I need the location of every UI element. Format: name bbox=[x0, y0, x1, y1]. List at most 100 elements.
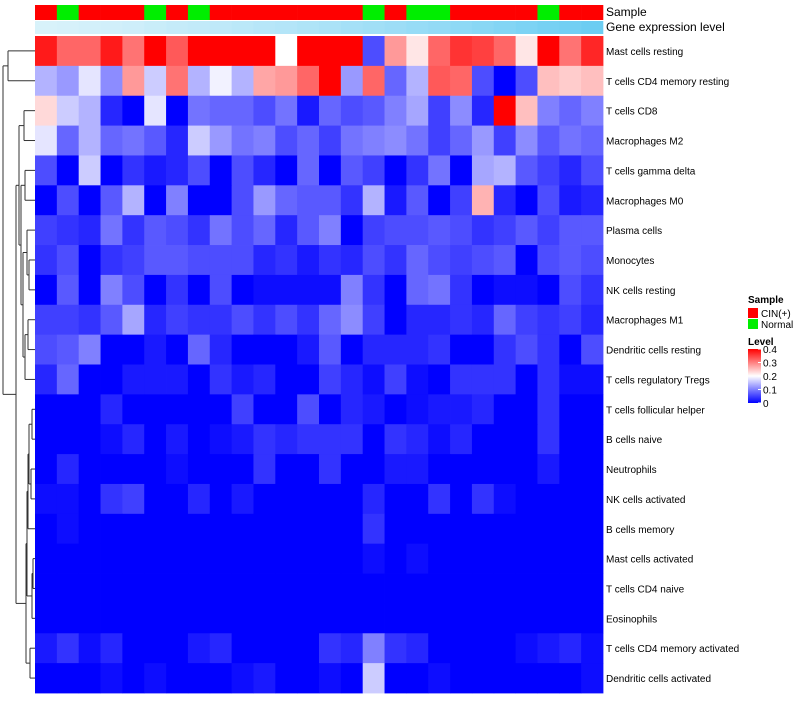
row-label: NK cells activated bbox=[606, 495, 685, 506]
heatmap-cell bbox=[493, 603, 517, 634]
heatmap-cell bbox=[515, 65, 538, 97]
heatmap-cell bbox=[559, 543, 582, 574]
heatmap-cell bbox=[187, 36, 211, 67]
heatmap-cell bbox=[56, 633, 80, 664]
legend-level-title: Level bbox=[748, 337, 774, 348]
heatmap-cell bbox=[275, 573, 298, 604]
sample-annotation-cell bbox=[231, 5, 254, 20]
heatmap-cell bbox=[56, 274, 80, 306]
heatmap-cell bbox=[253, 274, 276, 306]
heatmap-cell bbox=[384, 245, 407, 276]
heatmap-cell bbox=[340, 424, 364, 455]
heatmap-cell bbox=[319, 663, 342, 694]
heatmap-cell bbox=[187, 334, 211, 365]
row-label: NK cells resting bbox=[606, 286, 675, 297]
heatmap-cell bbox=[231, 125, 254, 156]
expression-annotation-cell bbox=[515, 21, 538, 34]
heatmap-cell bbox=[362, 274, 385, 306]
heatmap-cell bbox=[187, 663, 211, 694]
heatmap-cell bbox=[471, 274, 495, 306]
heatmap-cell bbox=[209, 364, 233, 395]
sample-annotation-cell bbox=[340, 5, 363, 20]
heatmap-cell bbox=[35, 245, 58, 276]
expression-annotation-cell bbox=[56, 21, 79, 34]
heatmap-cell bbox=[144, 513, 167, 545]
heatmap-cell bbox=[253, 454, 276, 485]
heatmap-cell bbox=[537, 334, 560, 365]
heatmap-cell bbox=[319, 543, 342, 574]
heatmap-cell bbox=[166, 394, 189, 425]
heatmap-cell bbox=[56, 155, 80, 186]
expression-annotation-cell bbox=[471, 21, 495, 34]
heatmap-cell bbox=[428, 65, 451, 97]
heatmap-cell bbox=[253, 245, 276, 276]
heatmap-cell bbox=[253, 424, 276, 455]
heatmap-cell bbox=[362, 603, 385, 634]
heatmap-cell bbox=[559, 185, 582, 216]
heatmap-cell bbox=[122, 394, 145, 425]
heatmap-cell bbox=[319, 633, 342, 664]
heatmap-cell bbox=[122, 95, 145, 126]
legend-sample-label: CIN(+) bbox=[761, 309, 791, 320]
heatmap-cell bbox=[559, 245, 582, 276]
heatmap-cells bbox=[35, 36, 604, 694]
heatmap-cell bbox=[340, 245, 364, 276]
heatmap-cell bbox=[406, 573, 429, 604]
heatmap-cell bbox=[100, 274, 123, 306]
heatmap-cell bbox=[319, 185, 342, 216]
heatmap-cell bbox=[450, 334, 473, 365]
heatmap-cell bbox=[471, 424, 495, 455]
sample-annotation-cell bbox=[319, 5, 342, 20]
heatmap-cell bbox=[297, 65, 320, 97]
heatmap-cell bbox=[78, 274, 101, 306]
heatmap-cell bbox=[493, 513, 517, 545]
heatmap-cell bbox=[56, 65, 80, 97]
expression-annotation-cell bbox=[209, 21, 232, 34]
heatmap-cell bbox=[406, 245, 429, 276]
heatmap-cell bbox=[253, 663, 276, 694]
heatmap-cell bbox=[144, 394, 167, 425]
heatmap-cell bbox=[559, 573, 582, 604]
heatmap-cell bbox=[493, 215, 517, 246]
heatmap-cell bbox=[144, 543, 167, 574]
heatmap-cell bbox=[122, 274, 145, 306]
heatmap-cell bbox=[559, 424, 582, 455]
row-label: Monocytes bbox=[606, 256, 654, 267]
heatmap-cell bbox=[166, 424, 189, 455]
heatmap-cell bbox=[428, 483, 451, 515]
heatmap-cell bbox=[581, 304, 604, 336]
heatmap-cell bbox=[122, 663, 145, 694]
heatmap-cell bbox=[231, 155, 254, 186]
heatmap-cell bbox=[515, 95, 538, 126]
heatmap-cell bbox=[537, 424, 560, 455]
heatmap-cell bbox=[406, 424, 429, 455]
heatmap-cell bbox=[187, 454, 211, 485]
heatmap-cell bbox=[581, 603, 604, 634]
heatmap-cell bbox=[166, 155, 189, 186]
heatmap-cell bbox=[384, 603, 407, 634]
heatmap-cell bbox=[231, 603, 254, 634]
heatmap-cell bbox=[122, 454, 145, 485]
heatmap-cell bbox=[319, 125, 342, 156]
heatmap-cell bbox=[559, 454, 582, 485]
heatmap-cell bbox=[231, 663, 254, 694]
sample-annotation-cell bbox=[122, 5, 145, 20]
sample-annotation-cell bbox=[493, 5, 516, 20]
heatmap-cell bbox=[231, 95, 254, 126]
sample-annotation-cell bbox=[450, 5, 473, 20]
heatmap-cell bbox=[406, 36, 429, 67]
heatmap-cell bbox=[78, 483, 101, 515]
heatmap-cell bbox=[297, 274, 320, 306]
heatmap-cell bbox=[493, 155, 517, 186]
legend-sample-swatch bbox=[748, 308, 758, 318]
heatmap-cell bbox=[187, 274, 211, 306]
heatmap-cell bbox=[450, 185, 473, 216]
heatmap-cell bbox=[209, 304, 233, 336]
heatmap-cell bbox=[297, 364, 320, 395]
heatmap-cell bbox=[231, 513, 254, 545]
expression-annotation-cell bbox=[362, 21, 385, 34]
heatmap-cell bbox=[275, 364, 298, 395]
heatmap-cell bbox=[319, 364, 342, 395]
sample-annotation-cell bbox=[253, 5, 276, 20]
